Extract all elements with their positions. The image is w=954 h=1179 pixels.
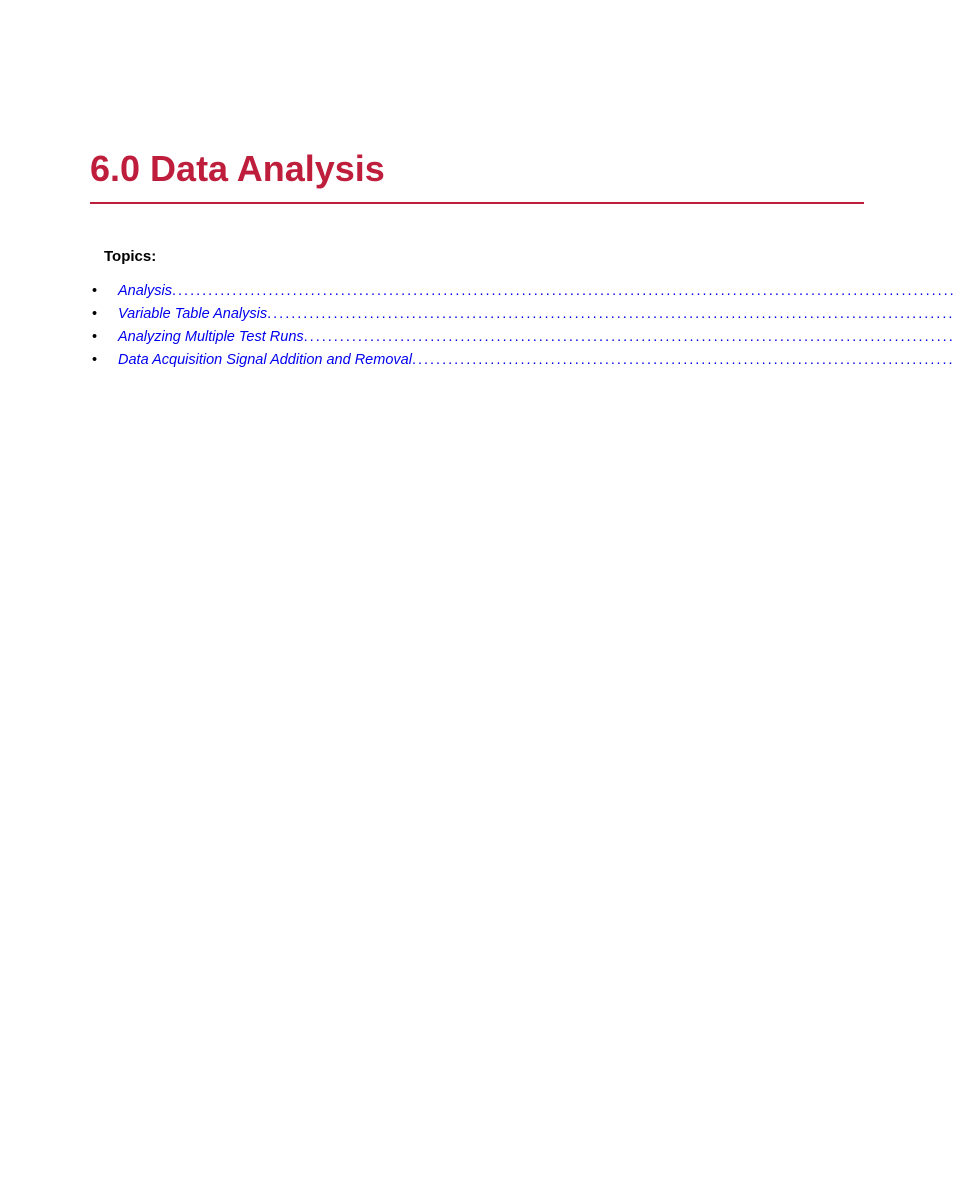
toc-link-analysis[interactable]: Analysis 54 [118,283,954,299]
toc-item: • Data Acquisition Signal Addition and R… [90,352,864,368]
toc-link-variable-table[interactable]: Variable Table Analysis 55 [118,306,954,322]
toc-label: Data Acquisition Signal Addition and Rem… [118,352,412,368]
bullet-icon: • [92,306,100,322]
toc-label: Analysis [118,283,172,299]
chapter-title: 6.0 Data Analysis [90,148,864,204]
topics-label: Topics: [90,248,864,265]
toc-item: • Analysis 54 [90,283,864,299]
toc-dots [304,329,954,345]
toc-label: Analyzing Multiple Test Runs [118,329,304,345]
toc-link-multiple-test-runs[interactable]: Analyzing Multiple Test Runs 57 [118,329,954,345]
bullet-icon: • [92,352,100,368]
toc-item: • Analyzing Multiple Test Runs 57 [90,329,864,345]
toc-dots [267,306,954,322]
toc-list: • Analysis 54 • Variable Table Analysis … [90,283,864,368]
toc-link-data-acquisition[interactable]: Data Acquisition Signal Addition and Rem… [118,352,954,368]
toc-dots [412,352,954,368]
toc-dots [172,283,954,299]
bullet-icon: • [92,283,100,299]
toc-item: • Variable Table Analysis 55 [90,306,864,322]
toc-label: Variable Table Analysis [118,306,267,322]
bullet-icon: • [92,329,100,345]
